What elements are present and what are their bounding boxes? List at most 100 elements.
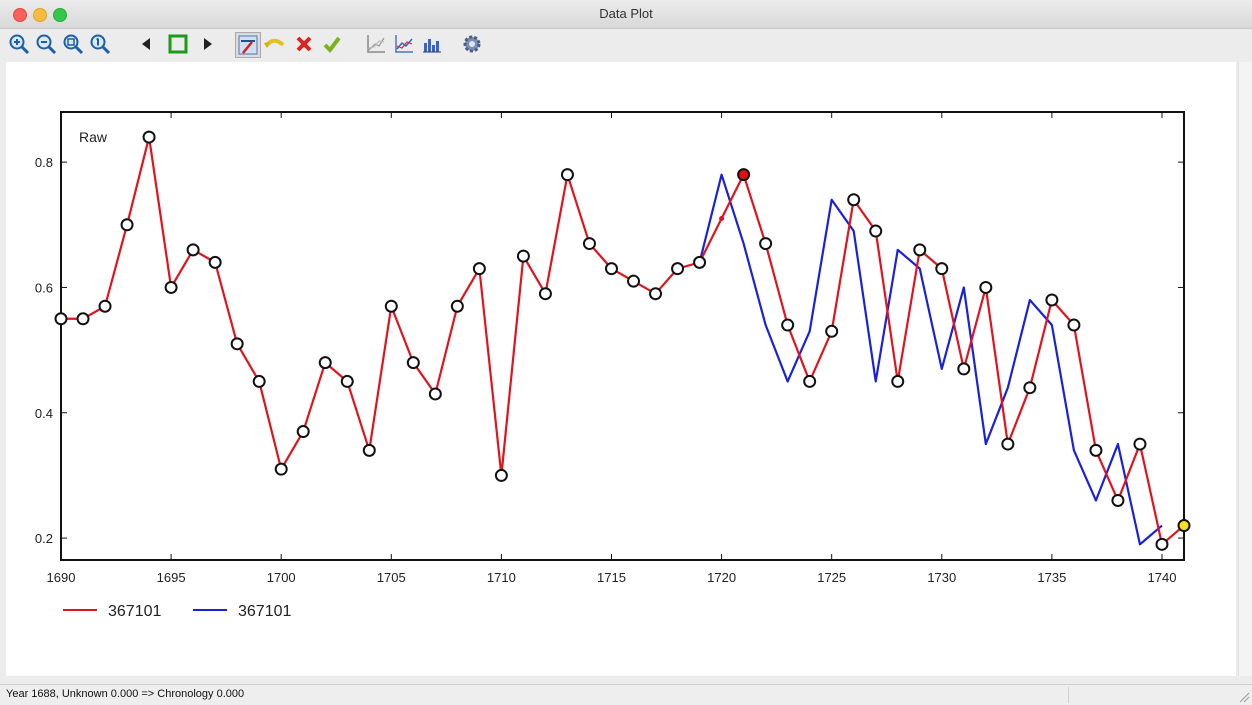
data-point[interactable]: [164, 280, 178, 294]
data-point[interactable]: [671, 262, 685, 276]
data-point[interactable]: [362, 443, 376, 457]
edit-series-button[interactable]: [235, 32, 261, 58]
undo-button[interactable]: [262, 32, 286, 56]
zoom-fit-icon: [63, 34, 84, 55]
selected-data-point[interactable]: [737, 168, 751, 182]
data-point[interactable]: [1023, 381, 1037, 395]
data-point[interactable]: [384, 299, 398, 313]
data-point[interactable]: [98, 299, 112, 313]
toolbar: [0, 29, 1252, 59]
data-point[interactable]: [781, 318, 795, 332]
data-point[interactable]: [604, 262, 618, 276]
data-point[interactable]: [627, 274, 641, 288]
y-tick-label: 0.4: [35, 406, 53, 421]
data-point[interactable]: [803, 374, 817, 388]
select-rectangle-icon: [168, 34, 188, 54]
line-chart-alt-icon: [395, 35, 413, 53]
current-data-point[interactable]: [1177, 519, 1191, 533]
title-bar: Data Plot: [0, 0, 1252, 29]
data-point[interactable]: [120, 218, 134, 232]
data-point[interactable]: [693, 255, 707, 269]
data-point[interactable]: [1133, 437, 1147, 451]
series-line-blue[interactable]: [698, 173, 1163, 546]
close-window-button[interactable]: [13, 8, 27, 22]
data-point[interactable]: [1155, 537, 1169, 551]
data-point[interactable]: [340, 374, 354, 388]
x-tick-label: 1690: [47, 570, 76, 585]
data-point[interactable]: [472, 262, 486, 276]
data-point[interactable]: [913, 243, 927, 257]
data-point[interactable]: [274, 462, 288, 476]
resize-grip-icon[interactable]: [1238, 691, 1250, 703]
zoom-in-button[interactable]: [7, 32, 31, 56]
status-text: Year 1688, Unknown 0.000 => Chronology 0…: [6, 688, 245, 700]
data-point[interactable]: [538, 287, 552, 301]
data-point[interactable]: [318, 356, 332, 370]
zoom-window-button[interactable]: [53, 8, 67, 22]
legend-label: 367101: [108, 603, 161, 620]
zoom-fit-button[interactable]: [61, 32, 85, 56]
data-point[interactable]: [54, 312, 68, 326]
status-bar: Year 1688, Unknown 0.000 => Chronology 0…: [0, 684, 1252, 705]
line-chart-alt-button[interactable]: [392, 32, 416, 56]
zoom-out-icon: [36, 34, 57, 55]
data-point[interactable]: [186, 243, 200, 257]
data-point[interactable]: [1089, 443, 1103, 457]
apply-button[interactable]: [320, 32, 344, 56]
raw-annotation: Raw: [79, 129, 108, 145]
data-point[interactable]: [560, 168, 574, 182]
data-point[interactable]: [847, 193, 861, 207]
minimize-window-button[interactable]: [33, 8, 47, 22]
line-chart-button[interactable]: [364, 32, 388, 56]
x-tick-label: 1740: [1148, 570, 1177, 585]
data-point[interactable]: [649, 287, 663, 301]
data-point[interactable]: [296, 425, 310, 439]
data-point[interactable]: [957, 362, 971, 376]
x-tick-label: 1725: [817, 570, 846, 585]
zoom-reset-button[interactable]: [88, 32, 112, 56]
data-point[interactable]: [1111, 493, 1125, 507]
data-point[interactable]: [406, 356, 420, 370]
data-point[interactable]: [935, 262, 949, 276]
data-point[interactable]: [582, 237, 596, 251]
y-tick-label: 0.2: [35, 531, 53, 546]
cancel-button[interactable]: [292, 32, 316, 56]
data-point[interactable]: [1045, 293, 1059, 307]
status-divider: [1068, 687, 1069, 703]
data-point[interactable]: [825, 324, 839, 338]
data-point-small[interactable]: [719, 216, 725, 222]
data-point[interactable]: [516, 249, 530, 263]
data-point[interactable]: [208, 255, 222, 269]
vertical-scrollbar[interactable]: [1238, 62, 1252, 676]
histogram-button[interactable]: [420, 32, 444, 56]
plot-area[interactable]: 1690 1695 1700 1705 1710 1715 1720 1725 1730 1735…: [6, 62, 1236, 676]
x-tick-label: 1730: [927, 570, 956, 585]
data-point[interactable]: [76, 312, 90, 326]
data-point[interactable]: [979, 280, 993, 294]
select-rectangle-button[interactable]: [166, 32, 190, 56]
data-point[interactable]: [1067, 318, 1081, 332]
data-plot-chart[interactable]: 1690 1695 1700 1705 1710 1715 1720 1725 1730 1735…: [6, 62, 1236, 676]
next-button[interactable]: [196, 32, 220, 56]
line-chart-icon: [367, 35, 385, 53]
data-point[interactable]: [142, 130, 156, 144]
data-point[interactable]: [428, 387, 442, 401]
cancel-icon: [296, 36, 312, 52]
data-point[interactable]: [1001, 437, 1015, 451]
settings-gear-icon: [463, 35, 481, 53]
data-point[interactable]: [869, 224, 883, 238]
data-point[interactable]: [252, 374, 266, 388]
series-line-red[interactable]: [61, 135, 1185, 546]
data-point[interactable]: [891, 374, 905, 388]
data-point[interactable]: [759, 237, 773, 251]
previous-button[interactable]: [134, 32, 158, 56]
data-point[interactable]: [494, 468, 508, 482]
data-point[interactable]: [450, 299, 464, 313]
settings-button[interactable]: [460, 32, 484, 56]
next-icon: [204, 38, 212, 50]
x-tick-label: 1705: [377, 570, 406, 585]
plot-frame: [60, 111, 1185, 561]
zoom-out-button[interactable]: [34, 32, 58, 56]
data-point[interactable]: [230, 337, 244, 351]
y-tick-label: 0.6: [35, 280, 53, 295]
